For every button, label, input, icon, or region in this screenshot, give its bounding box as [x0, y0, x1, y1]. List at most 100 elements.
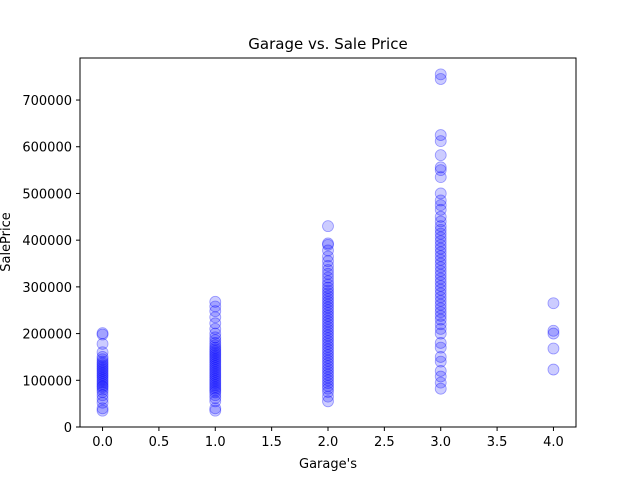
- data-point: [209, 356, 222, 369]
- data-point: [209, 369, 222, 382]
- data-point: [434, 327, 447, 340]
- data-point: [322, 390, 334, 403]
- data-point: [209, 337, 222, 349]
- data-point: [322, 250, 334, 263]
- data-point: [96, 365, 109, 377]
- data-point: [322, 293, 334, 305]
- data-point: [209, 305, 222, 318]
- data-point: [434, 220, 447, 233]
- data-point: [96, 379, 109, 392]
- data-point: [434, 337, 447, 349]
- data-point: [434, 257, 447, 270]
- data-point: [322, 329, 334, 342]
- data-point: [322, 244, 334, 257]
- data-point: [434, 261, 447, 274]
- data-point: [322, 259, 334, 272]
- data-point: [434, 199, 447, 212]
- data-point: [434, 376, 447, 389]
- data-point: [322, 382, 334, 395]
- data-point: [322, 307, 334, 319]
- data-point: [96, 355, 109, 368]
- data-point: [209, 389, 222, 402]
- data-point: [209, 404, 222, 417]
- data-point: [322, 220, 334, 233]
- data-point: [434, 238, 447, 251]
- data-point: [322, 365, 334, 378]
- data-point: [322, 295, 334, 308]
- data-point: [322, 332, 334, 345]
- data-point: [96, 337, 109, 350]
- data-point: [547, 297, 560, 310]
- y-tick-label: 300000: [22, 281, 72, 296]
- data-point: [209, 379, 222, 391]
- data-point: [322, 374, 334, 387]
- data-point: [209, 358, 222, 371]
- data-points: [96, 68, 560, 417]
- data-point: [322, 281, 334, 294]
- data-point: [322, 351, 334, 364]
- data-point: [96, 363, 109, 375]
- data-point: [209, 345, 222, 358]
- data-point: [322, 377, 334, 389]
- data-point: [96, 383, 109, 396]
- data-point: [434, 355, 447, 368]
- data-point: [96, 374, 109, 387]
- data-point: [96, 327, 109, 340]
- chart-title: Garage vs. Sale Price: [248, 35, 407, 53]
- y-tick-label: 0: [64, 421, 72, 436]
- data-point: [434, 231, 447, 244]
- x-axis-title: Garage's: [299, 457, 357, 472]
- data-point: [96, 378, 109, 390]
- data-point: [547, 327, 560, 340]
- data-point: [322, 343, 334, 356]
- data-point: [209, 347, 222, 360]
- data-point: [434, 276, 447, 289]
- data-point: [434, 194, 447, 207]
- data-point: [209, 349, 222, 361]
- data-point: [322, 255, 334, 268]
- data-point: [209, 362, 222, 375]
- data-point: [322, 368, 334, 381]
- y-tick-label: 700000: [22, 94, 72, 109]
- data-point: [322, 304, 334, 317]
- data-point: [434, 309, 447, 322]
- data-point: [434, 210, 447, 223]
- y-tick-label: 100000: [22, 374, 72, 389]
- data-point: [209, 334, 222, 347]
- data-point: [434, 283, 447, 296]
- y-tick-label: 200000: [22, 328, 72, 343]
- data-point: [434, 68, 447, 81]
- data-point: [96, 370, 109, 383]
- data-point: [547, 342, 560, 355]
- data-point: [96, 351, 109, 363]
- data-point: [322, 335, 334, 347]
- data-point: [322, 357, 334, 370]
- data-point: [434, 323, 447, 335]
- data-point: [322, 267, 334, 280]
- data-point: [434, 341, 447, 354]
- data-point: [434, 164, 447, 177]
- data-point: [209, 386, 222, 399]
- data-point: [96, 368, 109, 381]
- data-point: [322, 284, 334, 297]
- data-point: [434, 370, 447, 383]
- data-point: [209, 377, 222, 389]
- data-point: [96, 357, 109, 370]
- data-point: [322, 379, 334, 392]
- data-point: [322, 371, 334, 384]
- data-point: [322, 321, 334, 333]
- data-point: [434, 73, 447, 85]
- data-point: [322, 323, 334, 336]
- data-point: [322, 340, 334, 353]
- data-point: [209, 323, 222, 335]
- data-point: [434, 351, 447, 363]
- data-point: [434, 242, 447, 255]
- data-point: [96, 328, 109, 341]
- data-point: [434, 135, 447, 148]
- data-point: [434, 280, 447, 292]
- data-point: [322, 346, 334, 359]
- data-point: [209, 380, 222, 393]
- data-point: [322, 326, 334, 339]
- data-point: [434, 223, 447, 236]
